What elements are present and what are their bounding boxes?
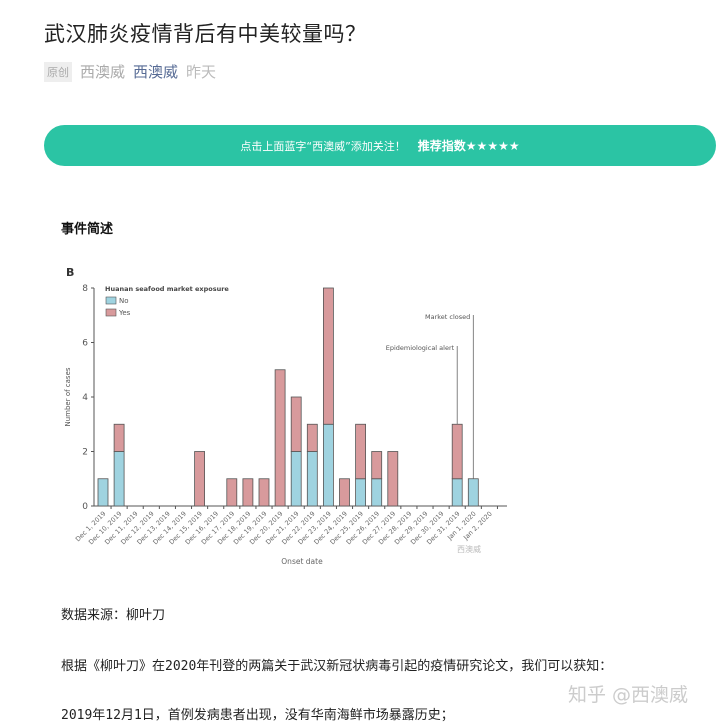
y-axis-label: Number of cases — [64, 367, 72, 426]
bar-yes — [242, 478, 254, 507]
bar-yes — [113, 423, 125, 452]
x-axis-label: Onset date — [281, 557, 323, 566]
bar-yes — [258, 478, 270, 507]
bar-yes — [322, 287, 334, 425]
annotation-label: Market closed — [425, 313, 470, 321]
banner-text: 点击上面蓝字“西澳威”添加关注！ — [240, 139, 406, 153]
y-tick-label: 0 — [82, 502, 88, 512]
author-name: 西澳威 — [80, 63, 126, 81]
bar-yes — [387, 451, 399, 507]
y-tick-label: 4 — [82, 393, 88, 403]
bar-no — [371, 478, 383, 507]
y-tick-label: 2 — [82, 448, 88, 458]
zhihu-watermark: 知乎 @西澳威 — [568, 684, 689, 706]
section-heading: 事件简述 — [61, 222, 114, 237]
legend-label-yes: Yes — [118, 309, 131, 317]
article-title: 武汉肺炎疫情背后有中美较量吗？ — [44, 22, 367, 46]
bar-yes — [339, 478, 350, 507]
legend-swatch-no — [105, 296, 117, 305]
bar-no — [322, 423, 334, 507]
bar-yes — [290, 396, 302, 452]
original-badge: 原创 — [44, 61, 72, 82]
image-watermark: 西澳威 — [457, 544, 481, 554]
bar-no — [355, 478, 367, 507]
bar-yes — [226, 478, 238, 507]
bar-no — [306, 451, 318, 507]
bar-yes — [451, 423, 463, 480]
bar-yes — [355, 423, 367, 480]
bar-yes — [274, 369, 286, 507]
y-tick-label: 6 — [82, 339, 88, 349]
legend-title: Huanan seafood market exposure — [105, 285, 229, 293]
bar-no — [451, 478, 463, 507]
annotation-label: Epidemiological alert — [386, 344, 455, 352]
legend-swatch-yes — [105, 308, 117, 317]
y-tick-label: 8 — [82, 284, 88, 294]
paragraph-intro: 根据《柳叶刀》在2020年刊登的两篇关于武汉新冠状病毒引起的疫情研究论文，我们可… — [61, 659, 613, 674]
panel-label: B — [66, 266, 74, 279]
publish-time: 昨天 — [186, 63, 217, 81]
banner-rating: 推荐指数★★★★★ — [417, 139, 520, 153]
bar-no — [97, 478, 109, 507]
paragraph-first-case: 2019年12月1日，首例发病患者出现，没有华南海鲜市场暴露历史； — [61, 708, 454, 723]
account-link[interactable]: 西澳威 — [133, 63, 179, 81]
bar-no — [467, 478, 479, 507]
bar-yes — [194, 451, 206, 507]
bar-no — [290, 451, 302, 507]
legend-label-no: No — [119, 297, 129, 305]
follow-banner[interactable]: 点击上面蓝字“西澳威”添加关注！ 推荐指数★★★★★ — [44, 125, 716, 166]
paragraph-source: 数据来源：柳叶刀 — [61, 608, 166, 623]
article-meta: 原创 西澳威 西澳威 昨天 — [44, 61, 216, 82]
bar-no — [113, 451, 125, 507]
bar-yes — [371, 451, 383, 480]
bar-yes — [306, 423, 318, 452]
